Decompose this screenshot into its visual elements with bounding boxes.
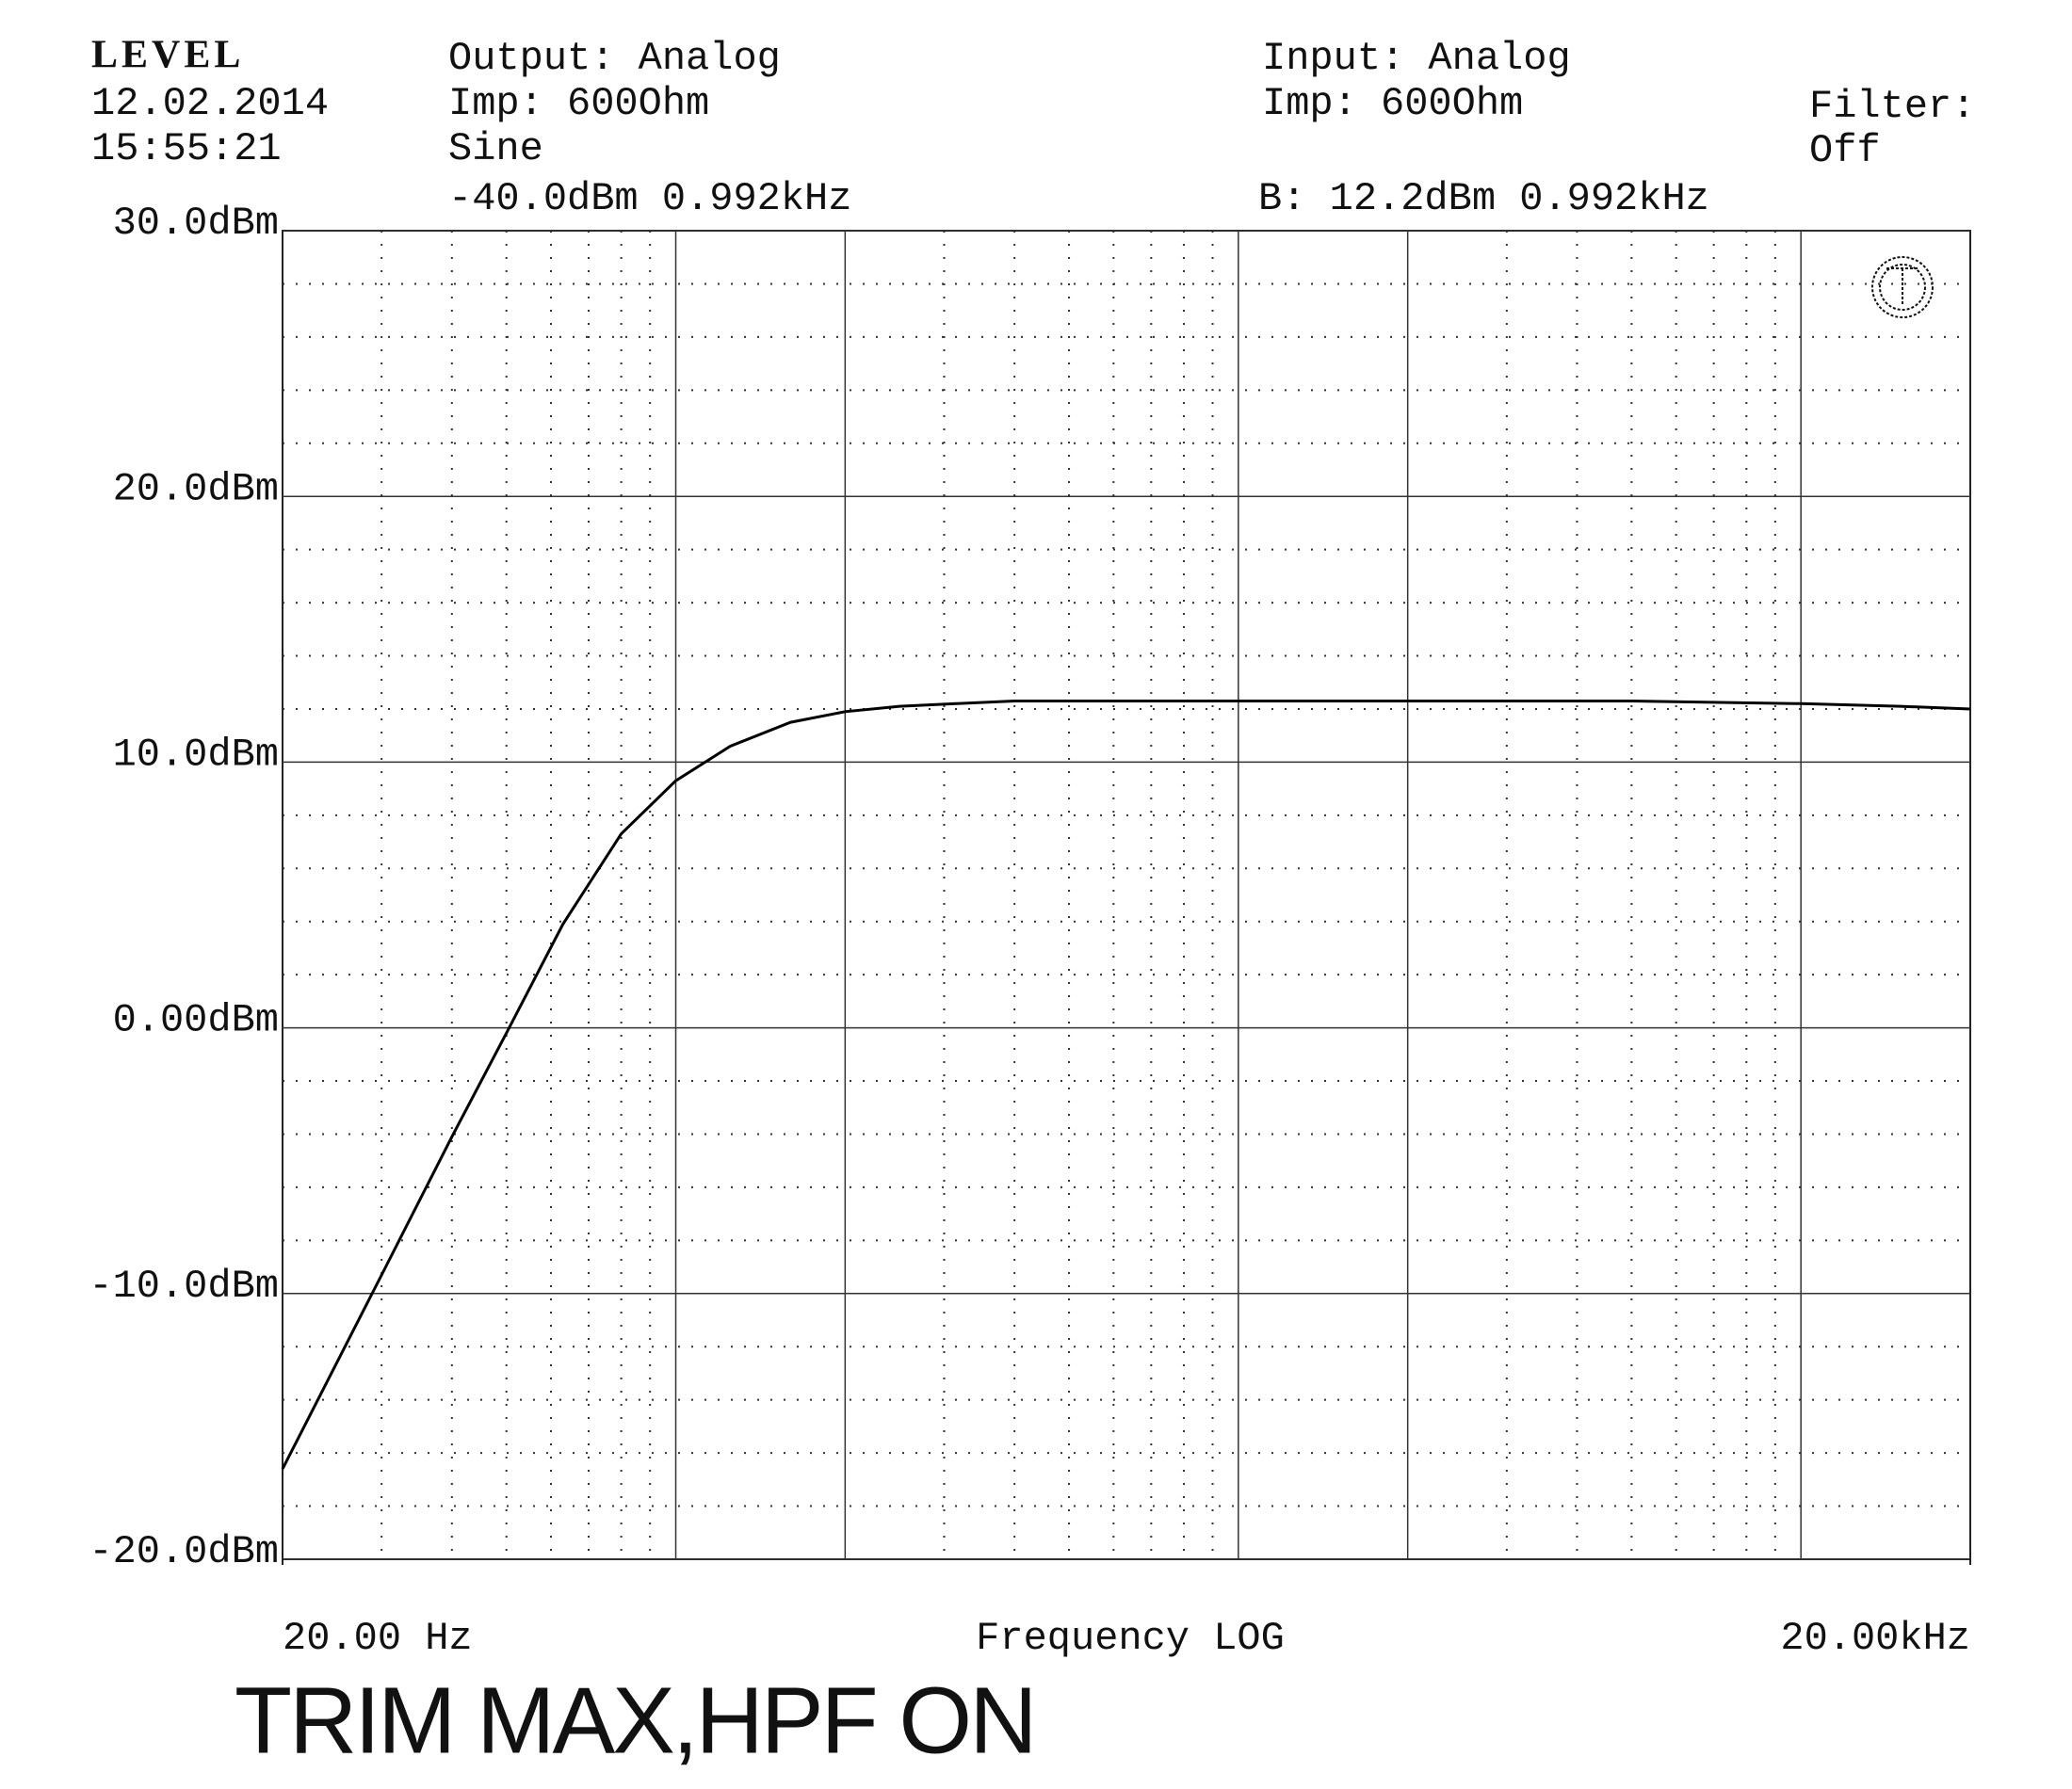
brand: LEVEL [91, 34, 244, 77]
input: Input: Analog [1262, 36, 1571, 81]
x-tick-label: 20.00 Hz [283, 1616, 473, 1661]
response-line [281, 700, 1971, 1470]
y-tick-label: -10.0dBm [89, 1264, 279, 1309]
output-imp: Imp: 600Ohm [448, 81, 709, 126]
filter-state: Off [1809, 128, 1881, 173]
x-axis-label: Frequency LOG [976, 1616, 1285, 1661]
date: 12.02.2014 [91, 81, 329, 126]
reading: B: 12.2dBm 0.992kHz [1258, 176, 1709, 221]
filter: Filter: [1809, 84, 1975, 129]
y-tick-label: 10.0dBm [113, 732, 279, 777]
y-tick-label: 20.0dBm [113, 466, 279, 511]
caption: TRIM MAX,HPF ON [235, 1668, 1034, 1773]
y-tick-label: -20.0dBm [89, 1529, 279, 1574]
waveform: Sine [448, 126, 543, 171]
y-tick-label: 0.00dBm [113, 998, 279, 1043]
logo [1871, 256, 1934, 318]
time: 15:55:21 [91, 126, 282, 171]
output: Output: Analog [448, 36, 781, 81]
generator: -40.0dBm 0.992kHz [448, 176, 851, 221]
y-tick-label: 30.0dBm [113, 201, 279, 246]
plot-frame [282, 230, 1971, 1560]
x-tick-label: 20.00kHz [1780, 1616, 1970, 1661]
input-imp: Imp: 600Ohm [1262, 81, 1523, 126]
